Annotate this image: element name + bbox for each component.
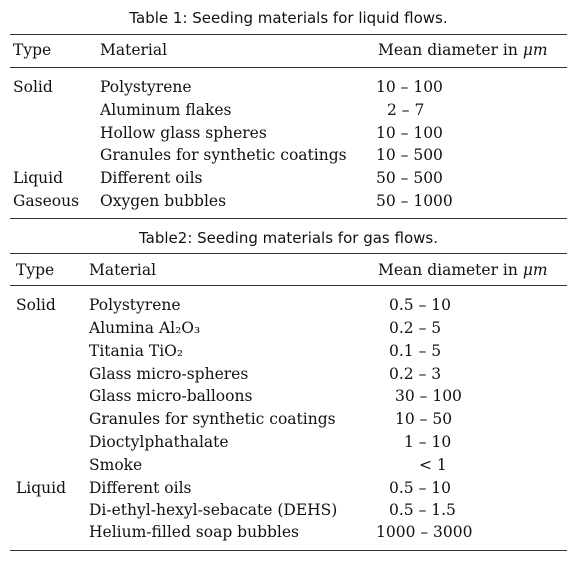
table2-header-type: Type [16,261,55,279]
table2-cell-diameter: 0.1 – 5 [389,342,442,360]
table1-cell-diameter: 2 – 7 [387,101,425,119]
table2-header-diameter-text: Mean diameter in [378,261,518,279]
table2-header-material: Material [89,261,157,279]
table2-cell-diameter: 30 – 100 [395,387,462,405]
table2-caption: Table2: Seeding materials for gas flows. [139,229,438,247]
table2-cell-material: Different oils [89,479,192,497]
table1-cell-material: Different oils [100,169,203,187]
table1-cell-diameter: 10 – 100 [376,124,443,142]
table2-cell-diameter: 1 – 10 [404,433,452,451]
table2-cell-diameter: 0.5 – 10 [389,479,451,497]
table1-bottom-rule [10,218,567,219]
table2-cell-diameter: 10 – 50 [395,410,453,428]
table1-cell-material: Polystyrene [100,78,192,96]
table2-cell-diameter: < 1 [419,456,447,474]
table1-cell-material: Hollow glass spheres [100,124,267,142]
table1-header-unit: μm [522,41,548,59]
table1-top-rule [10,34,567,35]
table2-cell-material: Smoke [89,456,143,474]
table2-cell-diameter: 0.5 – 10 [389,296,451,314]
table2-header-diameter: Mean diameter in μm [378,260,548,280]
table2-cell-diameter: 0.5 – 1.5 [389,501,456,519]
table2-cell-material: Dioctylphathalate [89,433,229,451]
table2-cell-diameter: 0.2 – 3 [389,365,442,383]
table1-header-type: Type [13,41,52,59]
table1-cell-material: Granules for synthetic coatings [100,146,347,164]
table1-header-rule [10,67,567,68]
table1-cell-type: Solid [13,78,53,96]
table2-cell-material: Titania TiO₂ [89,342,184,360]
table1-cell-diameter: 10 – 100 [376,78,443,96]
table2-cell-material: Granules for synthetic coatings [89,410,336,428]
table2-bottom-rule [10,550,567,551]
table1-cell-type: Liquid [13,169,64,187]
table2-header-rule [10,285,567,286]
table2-top-rule [10,253,567,254]
table2-cell-material: Helium-filled soap bubbles [89,523,300,541]
table1-cell-material: Oxygen bubbles [100,192,227,210]
table1-caption: Table 1: Seeding materials for liquid fl… [129,9,448,27]
table2-cell-diameter: 0.2 – 5 [389,319,442,337]
table2-header-unit: μm [522,261,548,279]
table1-cell-diameter: 50 – 1000 [376,192,453,210]
table2-cell-material: Glass micro-spheres [89,365,249,383]
table2-cell-material: Glass micro-balloons [89,387,253,405]
table1-cell-diameter: 10 – 500 [376,146,443,164]
table2-cell-material: Di-ethyl-hexyl-sebacate (DEHS) [89,501,338,519]
table1-header-diameter-text: Mean diameter in [378,41,518,59]
table1-header-diameter: Mean diameter in μm [378,40,548,60]
table1-cell-diameter: 50 – 500 [376,169,443,187]
table1-cell-type: Gaseous [13,192,80,210]
table1-cell-material: Aluminum flakes [100,101,232,119]
table2-cell-diameter: 1000 – 3000 [376,523,473,541]
table2-cell-material: Alumina Al₂O₃ [89,319,201,337]
table2-cell-type: Solid [16,296,56,314]
table1-header-material: Material [100,41,168,59]
table2-cell-material: Polystyrene [89,296,181,314]
table2-cell-type: Liquid [16,479,67,497]
